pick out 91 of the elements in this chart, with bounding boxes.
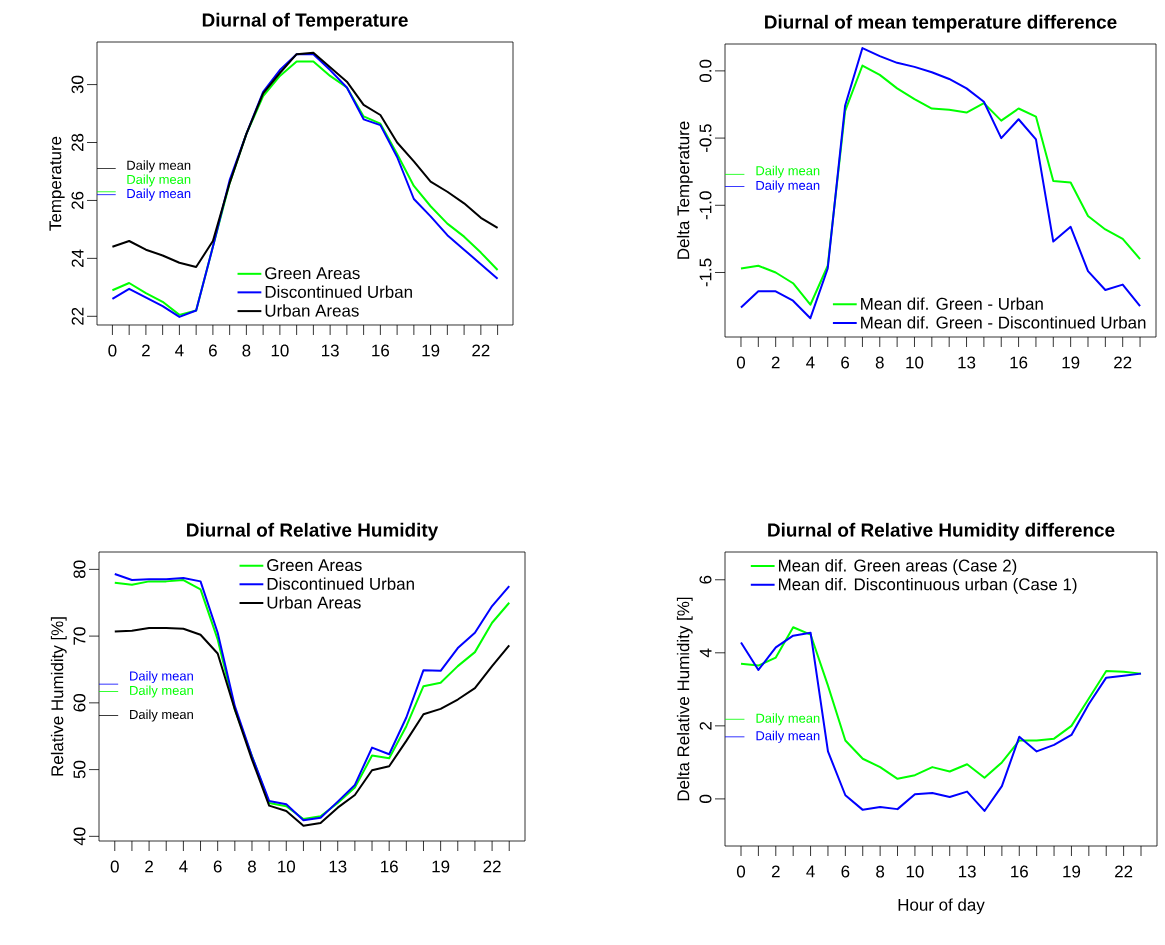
x-tick-label: 22 (472, 344, 490, 357)
y-tick-label: -1.5 (699, 258, 712, 287)
x-tick-label: 0 (110, 860, 119, 873)
x-tick-label: 13 (322, 344, 339, 357)
y-tick-label: 70 (73, 627, 86, 645)
x-tick-label: 10 (906, 865, 924, 878)
x-tick-label: 19 (1063, 865, 1081, 878)
x-tick-label: 4 (179, 860, 188, 873)
x-tick-label: 8 (248, 860, 256, 873)
legend-label: Discontinued Urban (267, 577, 414, 590)
x-tick-label: 13 (958, 865, 976, 878)
y-axis-title: Relative Humidity [%] (50, 617, 67, 776)
chart-title: Diurnal of Relative Humidity (187, 522, 439, 541)
chart-title: Diurnal of Relative Humidity difference (768, 522, 1115, 541)
x-tick-label: 0 (108, 344, 117, 357)
y-tick-label: 0.0 (699, 59, 712, 82)
x-tick-label: 19 (422, 344, 440, 357)
x-tick-label: 10 (278, 860, 296, 873)
x-tick-label: 16 (372, 344, 390, 357)
x-tick-label: 6 (841, 865, 850, 878)
x-tick-label: 22 (1114, 356, 1132, 369)
ref-line-label: Daily mean (127, 174, 191, 187)
y-tick-label: 30 (71, 75, 84, 94)
ref-line-label: Daily mean (130, 709, 193, 722)
ref-line-label: Daily mean (756, 713, 820, 726)
x-tick-label: 10 (271, 344, 289, 357)
x-tick-label: 13 (329, 860, 347, 873)
legend-label: Discontinued Urban (265, 285, 412, 298)
chart-title: Diurnal of mean temperature difference (765, 14, 1117, 33)
x-tick-label: 2 (771, 356, 780, 369)
x-tick-label: 19 (432, 860, 450, 873)
y-tick-label: 4 (699, 648, 712, 658)
x-tick-label: 4 (175, 344, 184, 357)
y-tick-label: -1.0 (699, 191, 712, 220)
x-tick-label: 6 (841, 356, 850, 369)
x-tick-label: 8 (242, 344, 251, 357)
x-tick-label: 0 (736, 356, 746, 369)
legend-label: Mean dif. Green - Urban (861, 297, 1043, 310)
x-tick-label: 22 (483, 860, 501, 873)
y-tick-label: 26 (71, 191, 84, 209)
x-tick-label: 16 (381, 860, 398, 873)
y-tick-label: 28 (71, 133, 84, 152)
y-tick-label: 40 (73, 827, 86, 846)
x-tick-label: 2 (145, 860, 153, 873)
x-tick-label: 2 (771, 865, 780, 878)
x-axis-title: Hour of day (898, 898, 985, 915)
ref-line-label: Daily mean (756, 165, 820, 178)
x-tick-label: 6 (213, 860, 222, 873)
x-tick-label: 2 (142, 344, 150, 357)
legend-label: Mean dif. Green areas (Case 2) (778, 559, 1017, 575)
ref-line-label: Daily mean (130, 671, 193, 684)
y-tick-label: -0.5 (699, 124, 712, 152)
legend-label: Mean dif. Discontinuous urban (Case 1) (778, 577, 1077, 594)
x-tick-label: 22 (1115, 865, 1133, 878)
ref-line-label: Daily mean (127, 160, 191, 173)
legend-label: Green Areas (265, 267, 360, 280)
y-tick-label: 2 (699, 722, 712, 730)
x-tick-label: 4 (806, 356, 815, 369)
y-tick-label: 22 (71, 307, 84, 325)
ref-line-label: Daily mean (756, 180, 820, 193)
x-tick-label: 4 (806, 865, 815, 878)
x-tick-label: 0 (736, 865, 746, 878)
x-tick-label: 6 (209, 344, 217, 357)
ref-line-label: Daily mean (127, 188, 191, 201)
y-axis-title: Delta Temperature (676, 121, 693, 259)
chart-title: Diurnal of Temperature (202, 12, 408, 31)
line-series (740, 631, 1143, 812)
y-tick-label: 50 (73, 760, 86, 779)
legend-label: Green Areas (267, 559, 362, 572)
x-tick-label: 19 (1062, 356, 1080, 369)
x-tick-label: 16 (1011, 865, 1028, 878)
x-tick-label: 8 (875, 356, 884, 369)
y-tick-label: 6 (699, 575, 712, 584)
y-axis-title: Delta Relative Humidity [%] (676, 597, 693, 801)
line-series (740, 626, 1143, 780)
y-tick-label: 80 (73, 560, 86, 579)
legend-label: Urban Areas (267, 596, 361, 609)
legend-label: Urban Areas (265, 304, 359, 317)
y-tick-label: 60 (73, 694, 86, 712)
y-tick-label: 0 (699, 794, 712, 803)
y-axis-title: Temperature (49, 136, 65, 231)
line-series (113, 627, 511, 827)
line-series (111, 51, 499, 269)
y-tick-label: 24 (71, 249, 84, 267)
x-tick-label: 16 (1010, 356, 1028, 369)
legend-label: Mean dif. Green - Discontinued Urban (861, 316, 1146, 329)
ref-line-label: Daily mean (756, 730, 820, 743)
x-tick-label: 8 (876, 865, 885, 878)
x-tick-label: 10 (906, 356, 924, 369)
ref-line-label: Daily mean (130, 685, 193, 698)
x-tick-label: 13 (958, 356, 976, 369)
